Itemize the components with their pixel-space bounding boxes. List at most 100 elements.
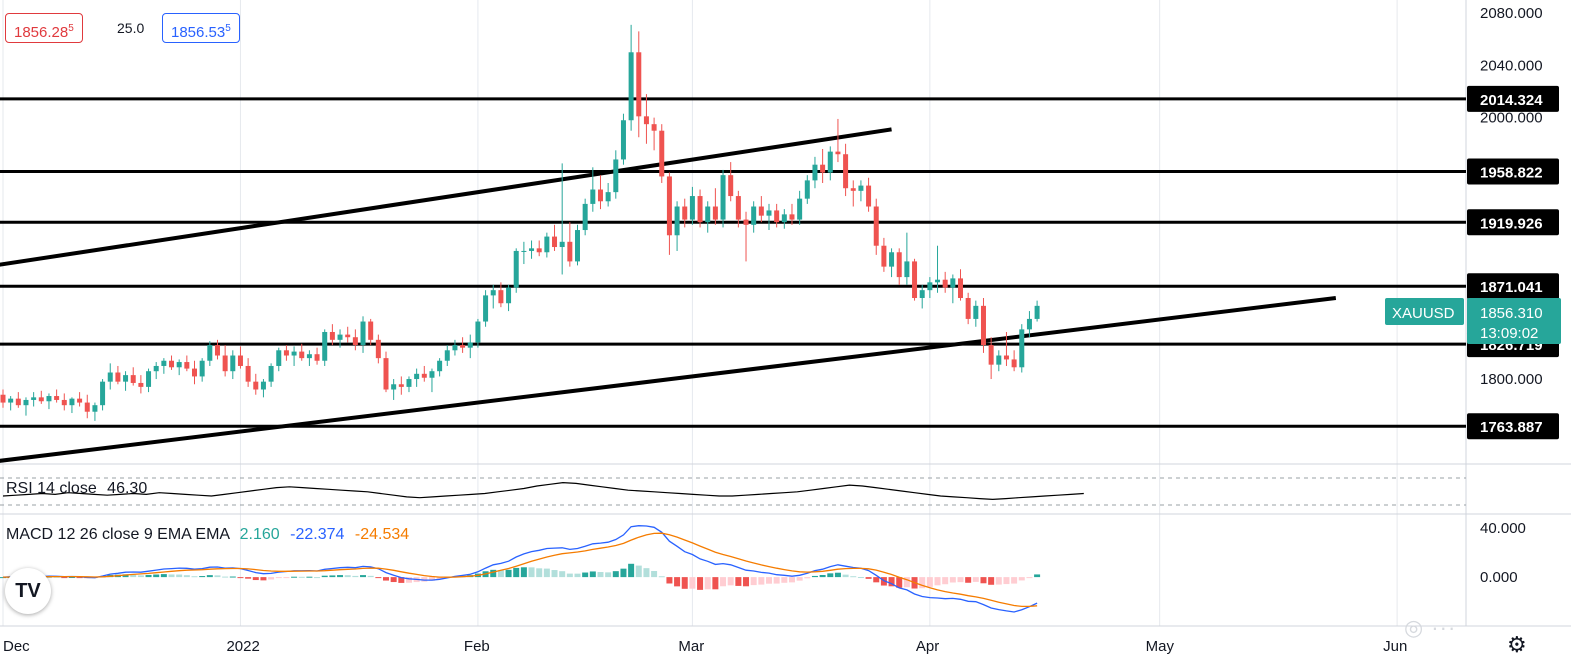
candle-body	[161, 360, 167, 366]
macd-label: MACD 12 26 close 9 EMA EMA	[6, 526, 230, 543]
tradingview-logo-icon[interactable]: TV	[5, 568, 51, 614]
candle-body	[15, 398, 21, 406]
candle-body	[659, 130, 665, 177]
rsi-legend: RSI 14 close 46.30	[6, 480, 147, 498]
macd-histogram-bar	[850, 576, 857, 578]
spread-value: 25.0	[117, 20, 145, 36]
candle-body	[444, 350, 450, 361]
macd-signal-value: -24.534	[354, 526, 410, 543]
candle-body	[138, 382, 144, 387]
current-price-value: 1856.310	[1480, 305, 1543, 322]
macd-histogram-bar	[873, 577, 880, 583]
candle-body	[368, 321, 374, 340]
macd-histogram-bar	[314, 577, 321, 579]
macd-histogram-bar	[697, 577, 704, 590]
candle-body	[521, 250, 527, 252]
macd-histogram-bar	[68, 577, 75, 579]
level-price-label: 1871.041	[1480, 279, 1543, 296]
macd-histogram-bar	[681, 577, 688, 589]
macd-axis-tick-label: 40.000	[1480, 520, 1526, 537]
candle-body	[636, 52, 642, 117]
candle-body	[682, 206, 688, 220]
macd-histogram-bar	[559, 571, 566, 578]
time-axis-label: Dec	[3, 638, 30, 655]
settings-gear-icon[interactable]: ⚙	[1507, 632, 1527, 657]
candle-body	[774, 210, 780, 223]
candle-body	[789, 214, 795, 220]
macd-histogram-bar	[582, 572, 589, 578]
candle-body	[973, 305, 979, 319]
macd-histogram-bar	[819, 575, 826, 578]
candle-body	[666, 176, 672, 236]
macd-histogram-bar	[957, 577, 964, 583]
candle-body	[345, 334, 351, 338]
macd-histogram-bar	[942, 577, 949, 585]
candle-body	[1011, 359, 1017, 368]
candle-body	[820, 164, 826, 173]
sell-price-box[interactable]: 1856.285	[5, 13, 83, 43]
level-price-label: 1919.926	[1480, 215, 1543, 232]
buy-price-box[interactable]: 1856.535	[162, 13, 240, 43]
candle-body	[529, 248, 535, 251]
rsi-line	[2, 481, 1084, 501]
candle-body	[804, 180, 810, 199]
candle-body	[873, 206, 879, 246]
candle-body	[291, 351, 297, 356]
macd-histogram-bar	[612, 571, 619, 578]
macd-histogram-bar	[589, 571, 596, 578]
macd-histogram-bar	[268, 577, 275, 580]
candle-body	[100, 381, 106, 406]
macd-histogram-bar	[214, 575, 221, 578]
current-price-tag	[1467, 298, 1561, 344]
symbol-tag	[1385, 298, 1464, 325]
candle-body	[705, 206, 711, 223]
candle-body	[620, 120, 626, 160]
macd-histogram-bar	[160, 574, 167, 578]
macd-histogram-bar	[704, 577, 711, 590]
macd-histogram-bar	[689, 577, 696, 589]
candle-body	[728, 175, 734, 197]
macd-histogram-bar	[245, 577, 252, 579]
candle-body	[283, 350, 289, 356]
candle-body	[268, 365, 274, 382]
candle-body	[781, 214, 787, 223]
candle-body	[575, 230, 580, 262]
candle-body	[0, 394, 6, 403]
macd-histogram-bar	[827, 573, 834, 578]
level-price-tag	[1467, 273, 1559, 300]
candle-body	[92, 405, 98, 412]
candle-body	[130, 375, 136, 383]
candle-body	[881, 245, 887, 267]
candle-body	[919, 290, 925, 299]
macd-histogram-bar	[1034, 574, 1041, 578]
candle-body	[628, 52, 634, 121]
macd-histogram-bar	[367, 575, 374, 578]
candle-body	[38, 397, 44, 402]
candle-body	[23, 399, 29, 406]
trendline	[0, 296, 1337, 463]
candle-body	[207, 345, 213, 361]
price-axis-tick-label: 1800.000	[1480, 371, 1543, 388]
level-price-tag	[1467, 209, 1559, 236]
macd-histogram-bar	[758, 577, 765, 585]
candle-body	[766, 210, 772, 216]
macd-histogram-bar	[735, 577, 742, 586]
macd-histogram-bar	[658, 576, 665, 578]
macd-line	[2, 525, 1038, 613]
macd-histogram-bar	[137, 575, 144, 578]
candle-body	[743, 219, 749, 225]
macd-histogram-bar	[551, 570, 558, 578]
candle-body	[850, 188, 856, 191]
candle-body	[54, 396, 60, 400]
candle-body	[107, 372, 113, 382]
macd-histogram-bar	[720, 577, 727, 587]
candle-body	[460, 345, 466, 348]
macd-histogram-bar	[811, 575, 818, 578]
macd-histogram-bar	[972, 577, 979, 582]
candle-body	[544, 236, 550, 253]
macd-histogram-bar	[536, 568, 543, 578]
macd-histogram-bar	[383, 577, 389, 581]
macd-histogram-bar	[405, 577, 412, 583]
time-axis-label: Jun	[1383, 638, 1407, 655]
